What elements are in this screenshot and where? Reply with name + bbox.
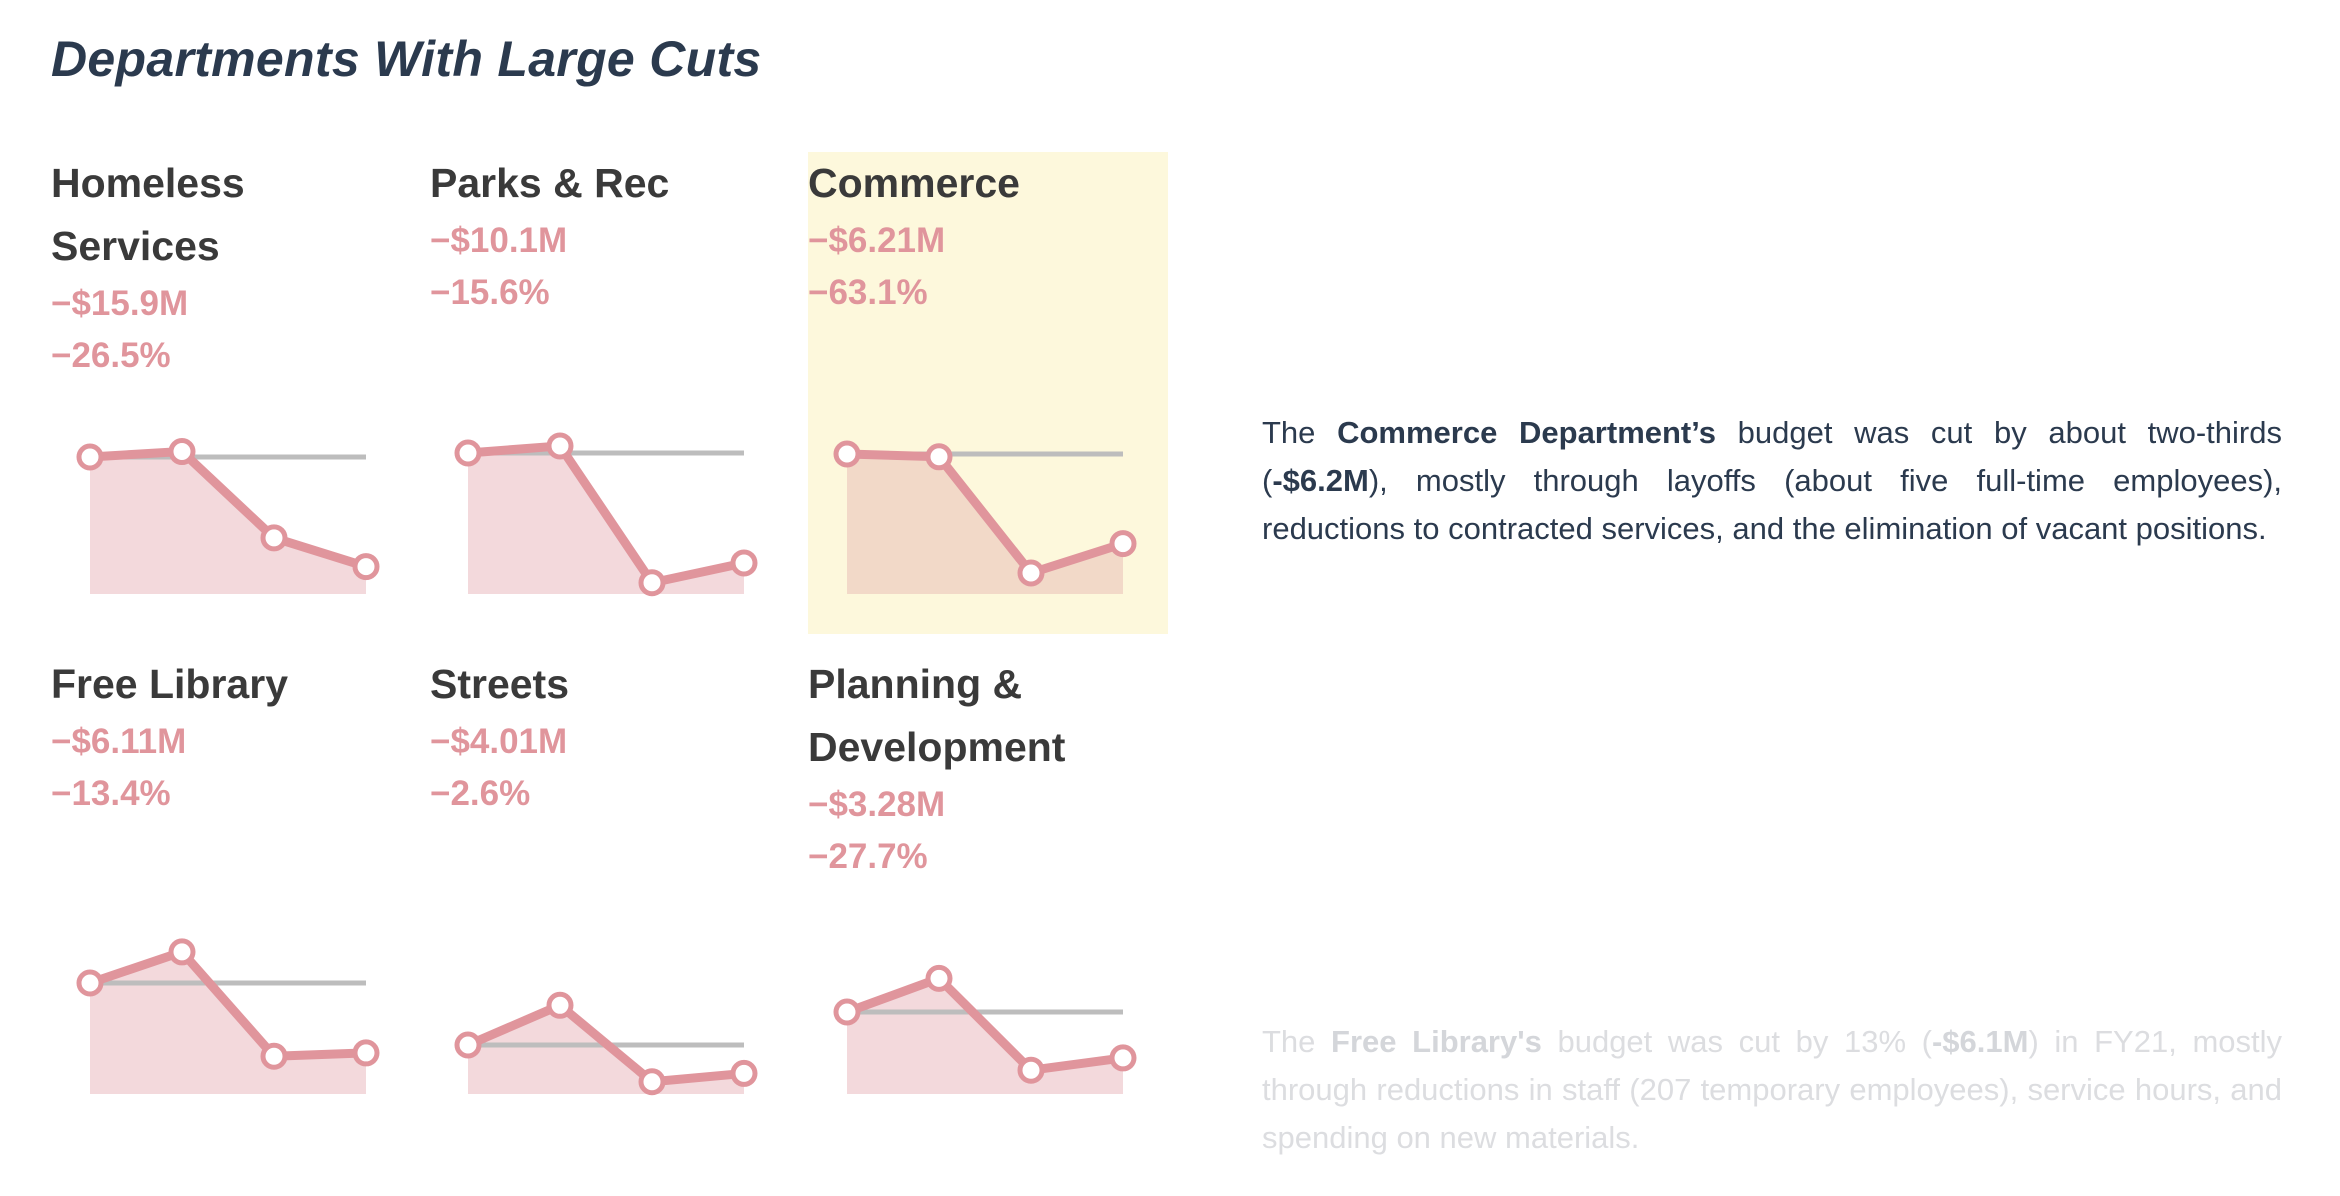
narrative-bold-department: Commerce Department’s: [1337, 415, 1716, 450]
narrative-bold-amount: -$6.1M: [1931, 1024, 2029, 1059]
narrative-text: ), mostly through layoffs (about five fu…: [1262, 463, 2282, 546]
data-point: [76, 443, 104, 471]
cut-amount: −$4.01M: [430, 722, 568, 761]
data-point: [833, 440, 861, 468]
series-line: [85, 947, 371, 1061]
series-line: [463, 1000, 749, 1087]
narrative-bold-amount: -$6.2M: [1272, 463, 1369, 498]
cut-amount: −$6.21M: [808, 221, 946, 260]
sparkline-parks-rec: [454, 432, 758, 597]
series-line: [842, 973, 1128, 1075]
narrative-text: budget was cut by about two-thirds (: [1262, 415, 2282, 498]
department-name: Parks & Rec: [430, 160, 670, 206]
data-point: [638, 569, 666, 597]
data-point: [730, 1059, 758, 1087]
data-point: [925, 964, 953, 992]
sparkline-area: [468, 1005, 744, 1094]
narrative-bold-department: Free Library's: [1331, 1024, 1542, 1059]
data-point: [1109, 530, 1137, 558]
data-point: [833, 998, 861, 1026]
department-card-free-library: Free Library −$6.11M −13.4%: [51, 653, 411, 1133]
sparkline-commerce: [833, 440, 1137, 594]
department-name: Streets: [430, 661, 570, 707]
data-point: [546, 432, 574, 460]
sparkline-homeless-services: [76, 438, 380, 594]
data-point: [352, 553, 380, 581]
department-card-planning-development: Planning & Development −$3.28M −27.7%: [808, 653, 1168, 1133]
data-point: [260, 524, 288, 552]
sparkline-area: [847, 454, 1123, 594]
data-point: [1109, 1044, 1137, 1072]
data-point: [454, 1031, 482, 1059]
narrative-commerce: The Commerce Department’s budget was cut…: [1262, 409, 2282, 553]
cut-percent: −27.7%: [808, 837, 928, 876]
cut-amount: −$3.28M: [808, 785, 946, 824]
series-line: [85, 447, 371, 572]
series-line: [463, 441, 749, 588]
data-point: [168, 438, 196, 466]
sparkline-free-library: [76, 938, 380, 1094]
data-point: [730, 549, 758, 577]
cut-percent: −26.5%: [51, 336, 171, 375]
data-point: [260, 1042, 288, 1070]
cut-percent: −15.6%: [430, 273, 550, 312]
data-point: [1017, 559, 1045, 587]
page-title: Departments With Large Cuts: [51, 31, 762, 87]
sparkline-streets: [454, 991, 758, 1096]
cut-amount: −$6.11M: [51, 722, 187, 761]
sparkline-area: [90, 451, 366, 594]
cut-amount: −$10.1M: [430, 221, 568, 260]
cut-percent: −13.4%: [51, 774, 171, 813]
department-card-homeless-services: Homeless Services −$15.9M −26.5%: [51, 152, 411, 632]
department-name: Free Library: [51, 661, 288, 707]
data-point: [168, 938, 196, 966]
department-card-parks-rec: Parks & Rec −$10.1M −15.6%: [430, 152, 790, 632]
cut-percent: −2.6%: [430, 774, 531, 813]
department-card-streets: Streets −$4.01M −2.6%: [430, 653, 790, 1133]
narrative-text: The: [1262, 1024, 1332, 1059]
narrative-text: The: [1262, 415, 1338, 450]
data-point: [546, 991, 574, 1019]
data-point: [76, 969, 104, 997]
sparkline-area: [847, 978, 1123, 1094]
data-point: [1017, 1056, 1045, 1084]
data-point: [352, 1039, 380, 1067]
department-name: Commerce: [808, 160, 1020, 206]
data-point: [454, 439, 482, 467]
cut-percent: −63.1%: [808, 273, 928, 312]
cut-amount: −$15.9M: [51, 284, 189, 323]
department-name: Homeless Services: [51, 160, 245, 269]
series-line: [842, 449, 1128, 578]
data-point: [925, 443, 953, 471]
narrative-free-library: The Free Library's budget was cut by 13%…: [1262, 1018, 2282, 1162]
department-name: Planning & Development: [808, 661, 1066, 770]
data-point: [638, 1068, 666, 1096]
narrative-text: budget was cut by 13% (: [1541, 1024, 1932, 1059]
sparkline-planning-development: [833, 964, 1137, 1094]
narrative-text: ) in FY21, mostly through reductions in …: [1262, 1024, 2283, 1155]
